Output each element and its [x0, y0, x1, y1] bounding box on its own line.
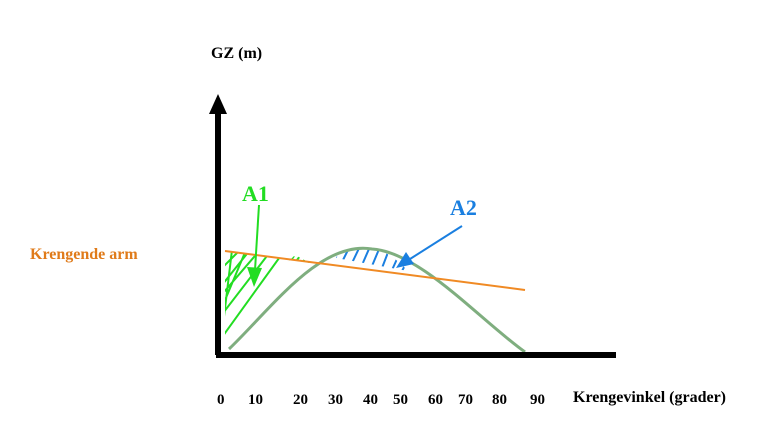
x-tick-label: 50: [393, 392, 408, 408]
heeling-arm-label: Krengende arm: [30, 246, 138, 263]
area1-pointer: [254, 204, 260, 271]
x-tick-label: 20: [293, 392, 308, 408]
heeling-arm-line: [224, 250, 526, 291]
area1-label: A1: [242, 181, 269, 206]
x-tick-label: 0: [217, 392, 225, 408]
x-tick-labels: 0 10 20 30 40 50 60 70 80 90: [217, 392, 545, 408]
x-tick-label: 80: [492, 392, 507, 408]
x-tick-label: 40: [363, 392, 378, 408]
x-tick-label: 10: [248, 392, 263, 408]
x-tick-label: 30: [328, 392, 343, 408]
area2-pointer-head: [396, 252, 414, 268]
area2-pointer: [409, 225, 463, 260]
x-tick-label: 90: [530, 392, 545, 408]
y-axis-label: GZ (m): [211, 45, 262, 62]
x-axis-label: Krengevinkel (grader): [573, 389, 726, 406]
y-axis-arrow: [209, 94, 227, 114]
x-tick-label: 60: [428, 392, 443, 408]
area1-pointer-head: [247, 267, 262, 287]
gz-curve: [227, 246, 526, 354]
x-tick-label: 70: [458, 392, 473, 408]
area2-label: A2: [450, 195, 477, 220]
